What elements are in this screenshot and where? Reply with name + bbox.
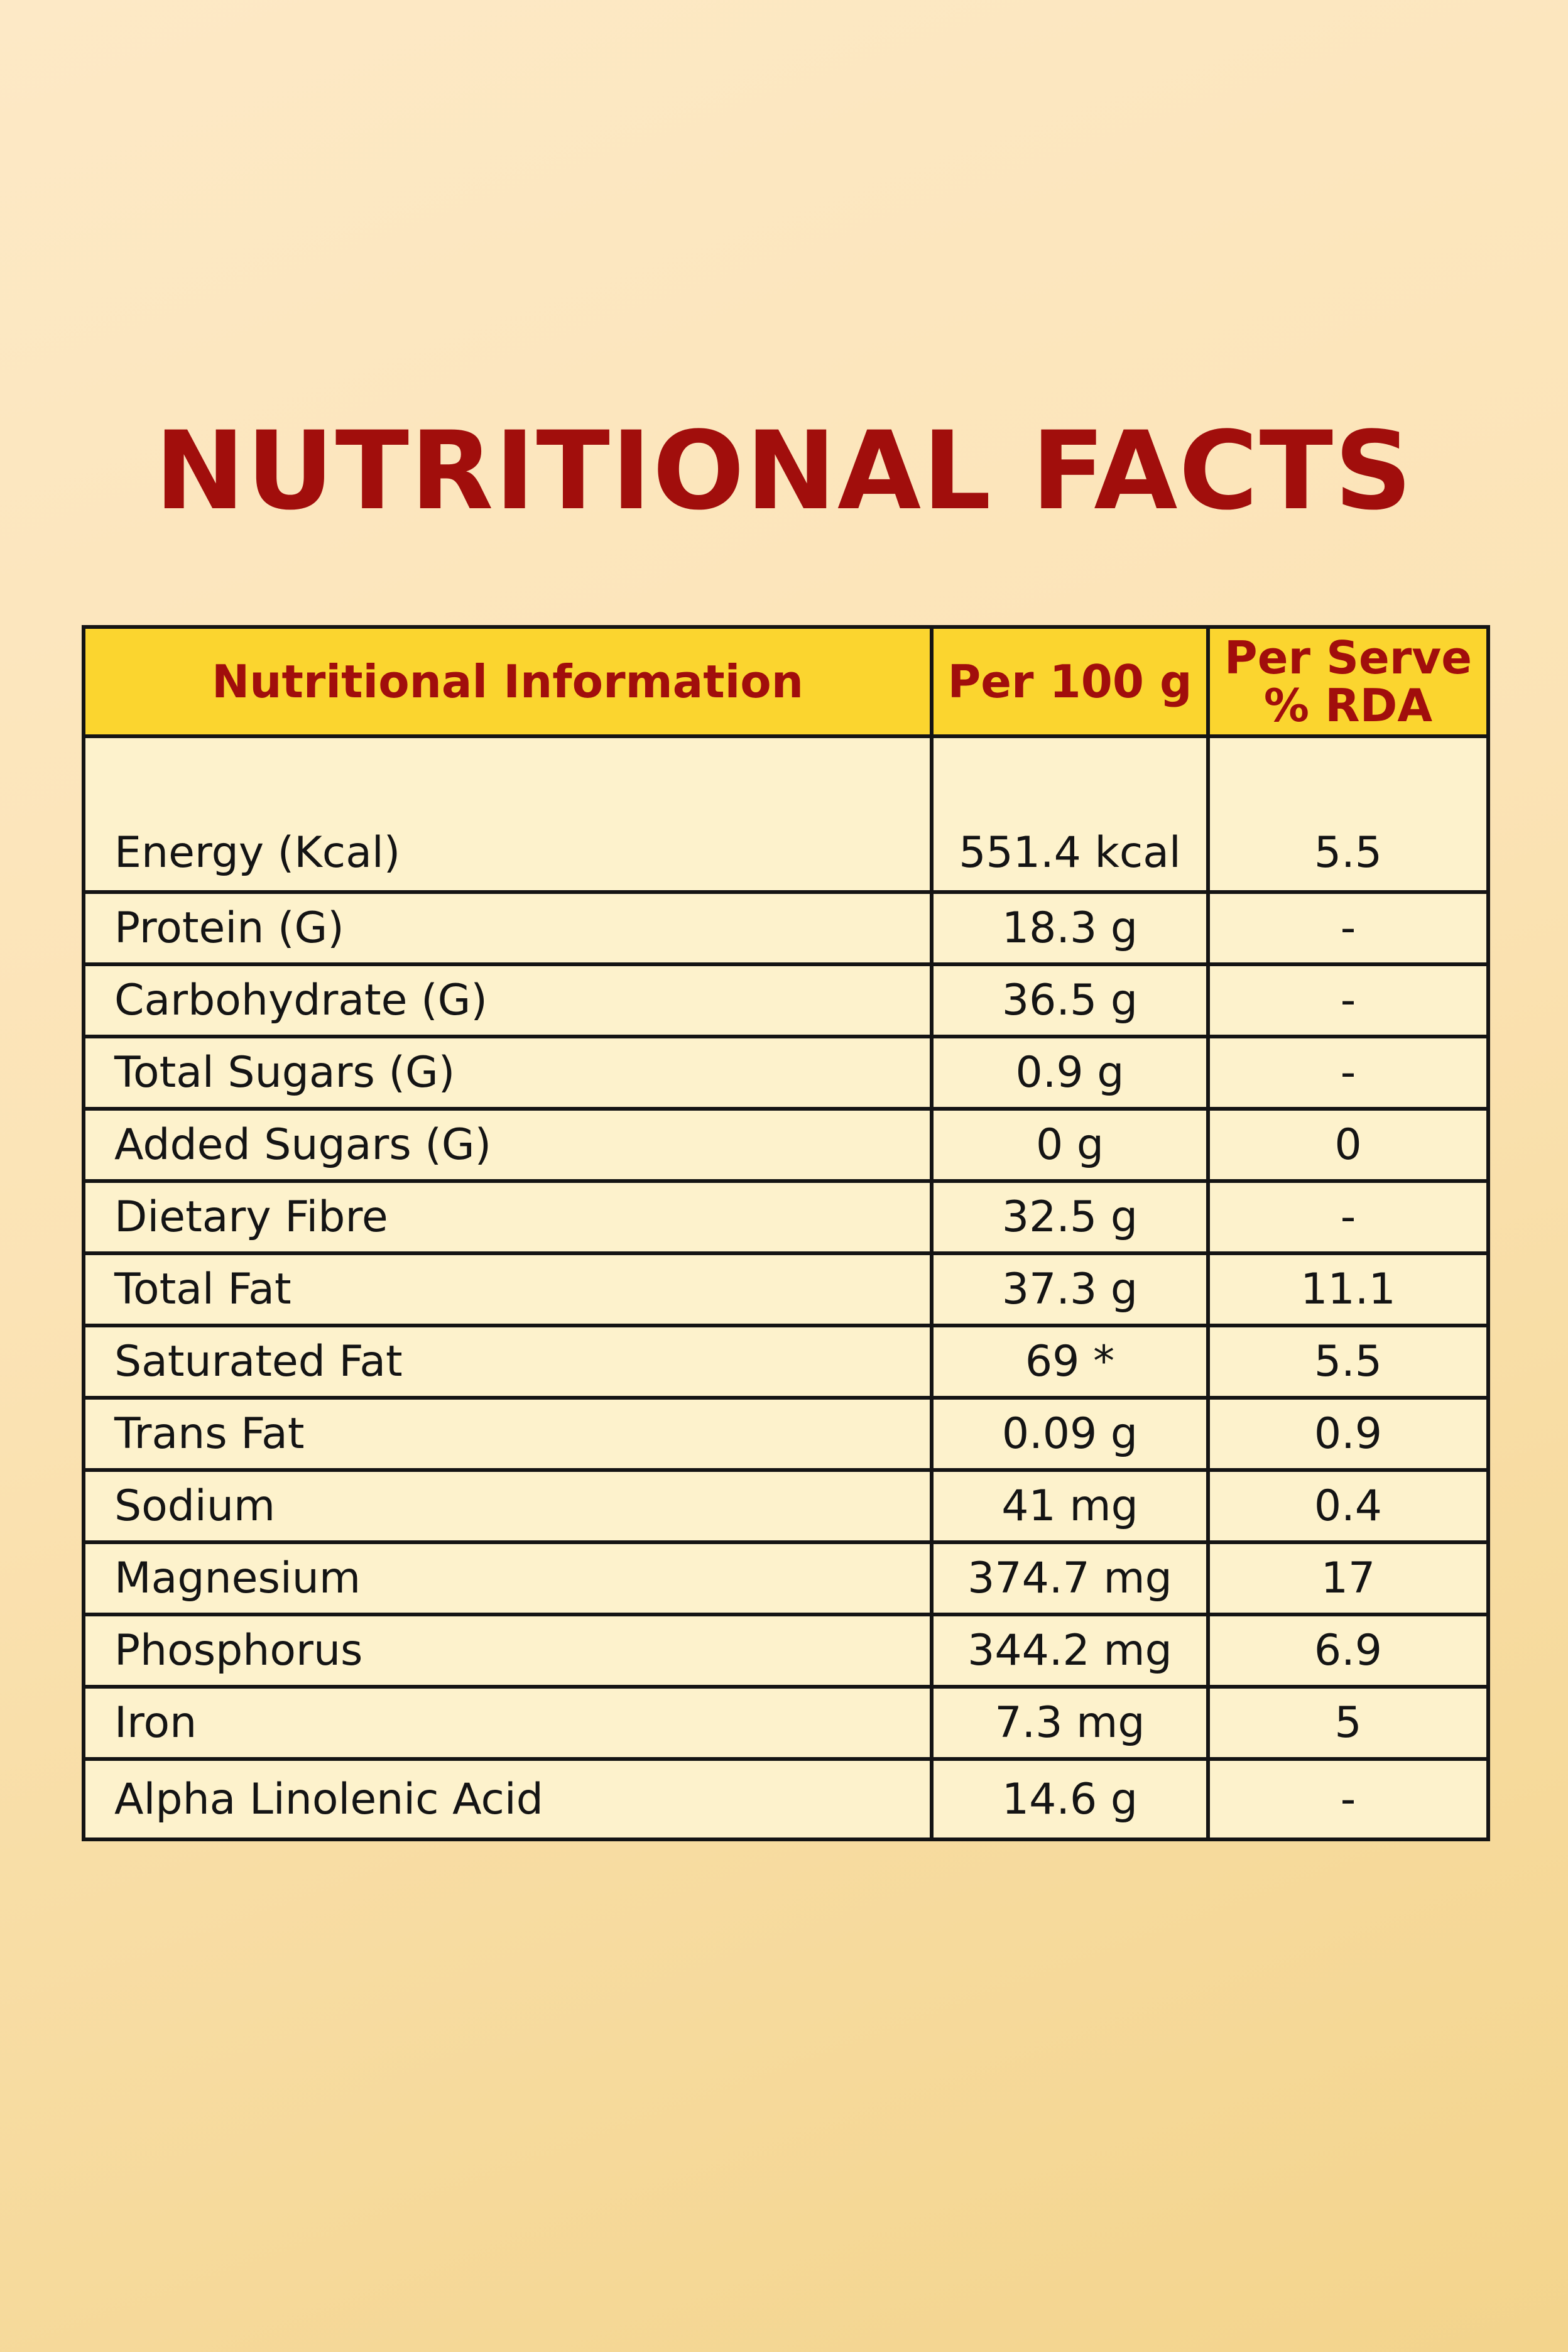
nutrient-name: Total Sugars (G)	[82, 1035, 934, 1111]
per-100g-value: 7.3 mg	[930, 1685, 1210, 1761]
rda-value: 0.4	[1206, 1468, 1490, 1544]
nutrient-name: Magnesium	[82, 1540, 934, 1616]
table-row: Trans Fat 0.09 g 0.9	[82, 1396, 1490, 1472]
rda-value: -	[1206, 1179, 1490, 1255]
per-100g-value: 18.3 g	[930, 890, 1210, 966]
rda-value: -	[1206, 890, 1490, 966]
table-row: Total Fat 37.3 g 11.1	[82, 1251, 1490, 1327]
table-body: Energy (Kcal) 551.4 kcal 5.5 Protein (G)…	[82, 734, 1490, 1841]
rda-value: 5	[1206, 1685, 1490, 1761]
table-row: Iron 7.3 mg 5	[82, 1685, 1490, 1761]
per-100g-value: 0 g	[930, 1107, 1210, 1183]
rda-value: -	[1206, 1035, 1490, 1111]
nutrient-name: Sodium	[82, 1468, 934, 1544]
header-rda-line1: Per Serve	[1224, 631, 1473, 684]
table-row: Energy (Kcal) 551.4 kcal 5.5	[82, 734, 1490, 894]
header-row: Nutritional Information Per 100 g Per Se…	[82, 625, 1490, 738]
table-row: Protein (G) 18.3 g -	[82, 890, 1490, 966]
per-100g-value: 551.4 kcal	[930, 734, 1210, 894]
rda-value: -	[1206, 962, 1490, 1038]
rda-value: 5.5	[1206, 734, 1490, 894]
table-row: Added Sugars (G) 0 g 0	[82, 1107, 1490, 1183]
nutrient-name: Carbohydrate (G)	[82, 962, 934, 1038]
rda-value: 6.9	[1206, 1613, 1490, 1689]
per-100g-value: 37.3 g	[930, 1251, 1210, 1327]
nutrient-name: Total Fat	[82, 1251, 934, 1327]
nutrient-name: Iron	[82, 1685, 934, 1761]
nutrient-name: Energy (Kcal)	[82, 734, 934, 894]
table-header: Nutritional Information Per 100 g Per Se…	[82, 625, 1490, 738]
table-row: Magnesium 374.7 mg 17	[82, 1540, 1490, 1616]
table-row: Dietary Fibre 32.5 g -	[82, 1179, 1490, 1255]
per-100g-value: 0.09 g	[930, 1396, 1210, 1472]
header-nutritional-information: Nutritional Information	[82, 625, 934, 738]
per-100g-value: 344.2 mg	[930, 1613, 1210, 1689]
header-rda-line2: % RDA	[1263, 679, 1433, 732]
table-row: Total Sugars (G) 0.9 g -	[82, 1035, 1490, 1111]
table-row: Saturated Fat 69 * 5.5	[82, 1324, 1490, 1400]
table-row: Carbohydrate (G) 36.5 g -	[82, 962, 1490, 1038]
per-100g-value: 36.5 g	[930, 962, 1210, 1038]
table-row: Phosphorus 344.2 mg 6.9	[82, 1613, 1490, 1689]
rda-value: 0.9	[1206, 1396, 1490, 1472]
header-per-serve-rda: Per Serve % RDA	[1206, 625, 1490, 738]
nutrition-table: Nutritional Information Per 100 g Per Se…	[82, 625, 1490, 1841]
rda-value: 11.1	[1206, 1251, 1490, 1327]
per-100g-value: 41 mg	[930, 1468, 1210, 1544]
rda-value: 17	[1206, 1540, 1490, 1616]
per-100g-value: 0.9 g	[930, 1035, 1210, 1111]
table-row: Alpha Linolenic Acid 14.6 g -	[82, 1757, 1490, 1841]
per-100g-value: 69 *	[930, 1324, 1210, 1400]
page-title: NUTRITIONAL FACTS	[155, 408, 1413, 534]
nutrient-name: Alpha Linolenic Acid	[82, 1757, 934, 1841]
header-per-100g: Per 100 g	[930, 625, 1210, 738]
nutrient-name: Protein (G)	[82, 890, 934, 966]
nutrient-name: Phosphorus	[82, 1613, 934, 1689]
nutrient-name: Dietary Fibre	[82, 1179, 934, 1255]
rda-value: 0	[1206, 1107, 1490, 1183]
nutrient-name: Added Sugars (G)	[82, 1107, 934, 1183]
rda-value: 5.5	[1206, 1324, 1490, 1400]
nutrient-name: Trans Fat	[82, 1396, 934, 1472]
nutrition-table-container: Nutritional Information Per 100 g Per Se…	[82, 625, 1490, 1841]
rda-value: -	[1206, 1757, 1490, 1841]
table-row: Sodium 41 mg 0.4	[82, 1468, 1490, 1544]
per-100g-value: 374.7 mg	[930, 1540, 1210, 1616]
nutrient-name: Saturated Fat	[82, 1324, 934, 1400]
per-100g-value: 14.6 g	[930, 1757, 1210, 1841]
per-100g-value: 32.5 g	[930, 1179, 1210, 1255]
